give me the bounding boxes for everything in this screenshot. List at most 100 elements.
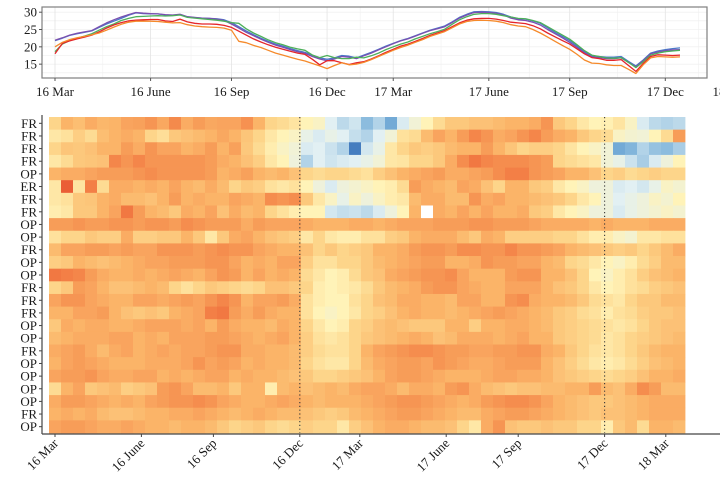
heatmap-cell: [157, 218, 170, 232]
heatmap-cell: [421, 218, 434, 232]
heatmap-cell: [625, 268, 638, 282]
heatmap-cell: [145, 142, 158, 156]
heatmap-cell: [85, 407, 98, 421]
heatmap-cell: [409, 230, 422, 244]
heatmap-cell: [121, 180, 134, 194]
heatmap-cell: [85, 142, 98, 156]
heatmap-cell: [373, 230, 386, 244]
heatmap-cell: [229, 167, 242, 181]
heatmap-cell: [325, 357, 338, 371]
heatmap-cell: [217, 344, 230, 358]
heatmap-cell: [289, 344, 302, 358]
heatmap-cell: [205, 369, 218, 383]
heatmap-cell: [613, 218, 626, 232]
heatmap-cell: [73, 420, 86, 434]
heatmap-cell: [565, 331, 578, 345]
heatmap-cell: [529, 306, 542, 320]
heatmap-cell: [277, 331, 290, 345]
heatmap-cell: [481, 129, 494, 143]
heatmap-cell: [553, 382, 566, 396]
heatmap-cell: [253, 331, 266, 345]
heatmap-cell: [145, 230, 158, 244]
heatmap-cell: [61, 357, 74, 371]
heatmap-cell: [85, 117, 98, 131]
heatmap-cell: [109, 357, 122, 371]
heatmap-cell: [181, 129, 194, 143]
heatmap-cell: [145, 344, 158, 358]
heatmap-cell: [673, 256, 686, 270]
heatmap-cell: [409, 243, 422, 257]
heatmap-cell: [85, 243, 98, 257]
heatmap-cell: [373, 180, 386, 194]
heatmap-cell: [325, 167, 338, 181]
heatmap-cell: [229, 243, 242, 257]
heatmap-cell: [217, 142, 230, 156]
heatmap-cell: [625, 154, 638, 168]
heatmap-cell: [457, 256, 470, 270]
heatmap-cell: [277, 154, 290, 168]
heatmap-cell: [337, 154, 350, 168]
heatmap-cell: [277, 167, 290, 181]
heatmap-cell: [565, 218, 578, 232]
y-tick-label: 15: [24, 57, 37, 72]
heatmap-cell: [169, 407, 182, 421]
heatmap-cell: [613, 319, 626, 333]
heatmap-cell: [589, 395, 602, 409]
heatmap-cell: [517, 256, 530, 270]
heatmap-cell: [121, 268, 134, 282]
heatmap-cell: [673, 369, 686, 383]
heatmap-cell: [541, 293, 554, 307]
heatmap-cell: [205, 319, 218, 333]
heatmap-cell: [589, 142, 602, 156]
heatmap-cell: [481, 256, 494, 270]
heatmap-cell: [133, 129, 146, 143]
heatmap-cell: [469, 192, 482, 206]
heatmap-cell: [637, 369, 650, 383]
heatmap-cell: [181, 243, 194, 257]
heatmap-cell: [109, 293, 122, 307]
heatmap-cell: [181, 306, 194, 320]
heatmap-cell: [361, 218, 374, 232]
row-label: FR: [21, 293, 37, 308]
heatmap-cell: [313, 117, 326, 131]
heatmap-cell: [661, 192, 674, 206]
heatmap-cell: [301, 192, 314, 206]
heatmap-cell: [673, 395, 686, 409]
row-label: FR: [21, 128, 37, 143]
heatmap-cell: [493, 357, 506, 371]
heatmap-cell: [277, 268, 290, 282]
heatmap-cell: [265, 407, 278, 421]
heatmap-cell: [517, 319, 530, 333]
heatmap-cell: [433, 293, 446, 307]
heatmap-cell: [145, 192, 158, 206]
heatmap-cell: [301, 407, 314, 421]
heatmap-cell: [445, 319, 458, 333]
heatmap-cell: [181, 420, 194, 434]
heatmap-cell: [121, 129, 134, 143]
heatmap-cell: [661, 369, 674, 383]
heatmap-cell: [409, 281, 422, 295]
heatmap-cell: [565, 357, 578, 371]
heatmap-cell: [529, 268, 542, 282]
heatmap-x-axis: 16 Mar 16 June 16 Sep 16 Dec 17 Mar 17 June 17…: [24, 433, 720, 474]
heatmap-cell: [73, 281, 86, 295]
heatmap-cell: [445, 218, 458, 232]
heatmap-cell: [649, 117, 662, 131]
heatmap-cell: [373, 344, 386, 358]
heatmap-cell: [445, 230, 458, 244]
heatmap-cell: [493, 256, 506, 270]
heatmap-cell: [553, 129, 566, 143]
row-label: FR: [21, 280, 37, 295]
heatmap-cell: [541, 142, 554, 156]
heatmap-cell: [253, 180, 266, 194]
heatmap-cell: [121, 369, 134, 383]
heatmap-cell: [625, 117, 638, 131]
heatmap-cell: [205, 382, 218, 396]
heatmap-cell: [433, 281, 446, 295]
heatmap-cell: [217, 319, 230, 333]
heatmap-cell: [445, 142, 458, 156]
heatmap-cell: [673, 180, 686, 194]
heatmap-cell: [349, 357, 362, 371]
heatmap-cell: [493, 420, 506, 434]
heatmap-cell: [169, 344, 182, 358]
